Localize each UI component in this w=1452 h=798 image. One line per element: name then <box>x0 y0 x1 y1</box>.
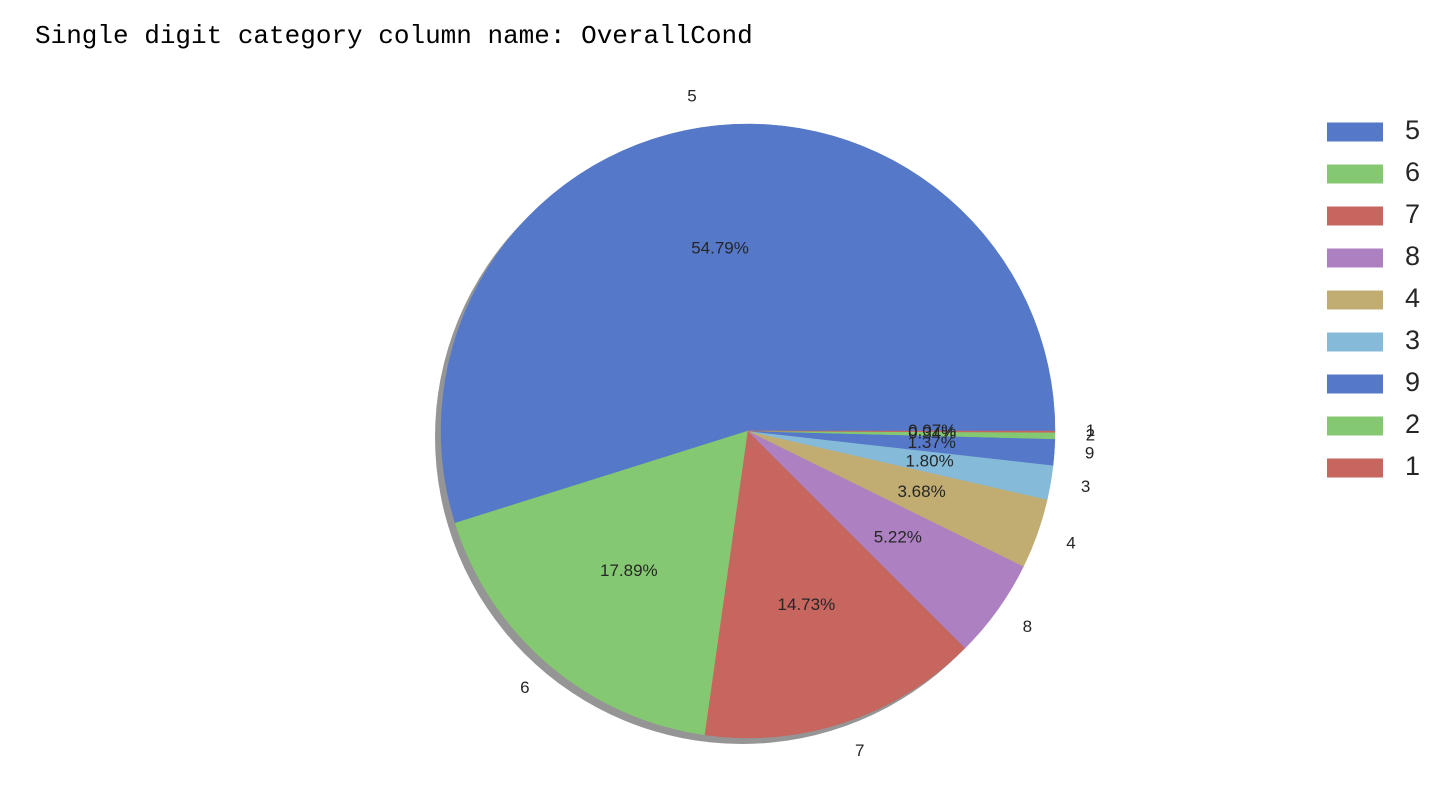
pie-slice-6 <box>454 430 749 736</box>
slice-percent-label: 17.89% <box>600 561 658 580</box>
legend-label-7: 7 <box>1405 199 1420 229</box>
pie-slices <box>440 123 1056 739</box>
legend-label-4: 4 <box>1405 283 1420 313</box>
legend-label-2: 2 <box>1405 409 1420 439</box>
slice-category-label: 4 <box>1066 533 1075 552</box>
slice-percent-label: 14.73% <box>778 595 836 614</box>
legend-swatch-6 <box>1327 164 1383 184</box>
legend-swatch-2 <box>1327 416 1383 436</box>
slice-percent-label: 1.80% <box>905 451 953 470</box>
legend-swatch-7 <box>1327 206 1383 226</box>
legend-label-3: 3 <box>1405 325 1420 355</box>
pie-labels: 5 54.79% 6 17.89% 7 14.73% 8 5.22% 4 3.68% 3 1.80% 9… <box>520 87 1095 760</box>
slice-category-label: 6 <box>520 678 529 697</box>
slice-percent-label: 5.22% <box>874 528 922 547</box>
legend: 5 6 7 8 4 3 9 2 1 <box>1327 115 1420 481</box>
pie-slice-5 <box>440 123 1056 524</box>
slice-category-label: 8 <box>1023 617 1032 636</box>
slice-category-label: 5 <box>687 87 696 106</box>
slice-category-label: 7 <box>855 741 864 760</box>
legend-label-1: 1 <box>1405 451 1420 481</box>
legend-swatch-3 <box>1327 332 1383 352</box>
slice-percent-label: 3.68% <box>897 482 945 501</box>
slice-category-label: 2 <box>1086 426 1095 445</box>
legend-swatch-9 <box>1327 374 1383 394</box>
slice-category-label: 3 <box>1081 477 1090 496</box>
pie-slice-1 <box>747 430 1056 433</box>
legend-label-8: 8 <box>1405 241 1420 271</box>
legend-label-6: 6 <box>1405 157 1420 187</box>
legend-swatch-4 <box>1327 290 1383 310</box>
legend-label-5: 5 <box>1405 115 1420 145</box>
pie-slice-7 <box>704 430 966 739</box>
slice-percent-label: 0.07% <box>908 421 956 440</box>
slice-percent-label: 1.37% <box>908 433 956 452</box>
legend-label-9: 9 <box>1405 367 1420 397</box>
slice-category-label: 1 <box>1086 421 1095 440</box>
legend-swatch-1 <box>1327 458 1383 478</box>
cell-output-text: Single digit category column name: Overa… <box>35 21 753 51</box>
slice-percent-label: 0.34% <box>908 423 956 442</box>
slice-percent-label: 54.79% <box>691 238 749 257</box>
legend-swatch-8 <box>1327 248 1383 268</box>
legend-swatch-5 <box>1327 122 1383 142</box>
slice-category-label: 9 <box>1085 444 1094 463</box>
